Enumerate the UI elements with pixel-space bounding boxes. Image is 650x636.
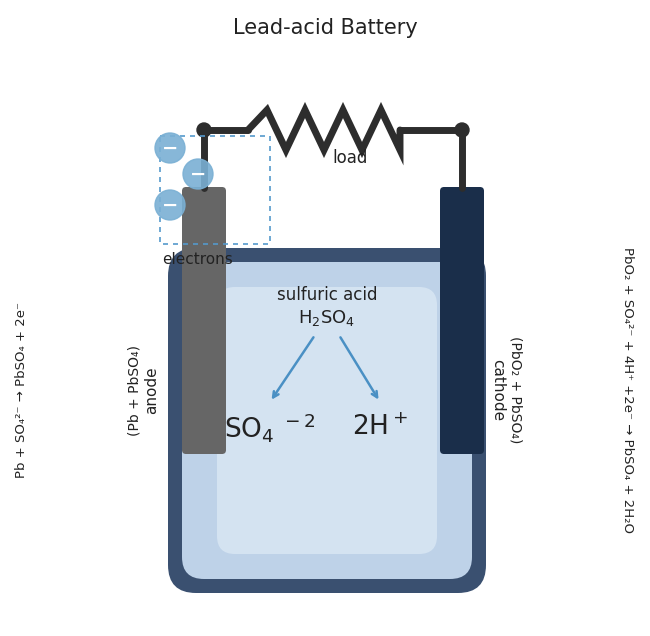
Circle shape bbox=[155, 133, 185, 163]
Circle shape bbox=[197, 123, 211, 137]
Text: $\mathrm{2H^+}$: $\mathrm{2H^+}$ bbox=[352, 415, 408, 441]
Text: $\mathrm{H_2SO_4}$: $\mathrm{H_2SO_4}$ bbox=[298, 308, 356, 328]
Text: load: load bbox=[332, 149, 368, 167]
Circle shape bbox=[183, 159, 213, 189]
FancyBboxPatch shape bbox=[168, 248, 486, 593]
FancyBboxPatch shape bbox=[217, 287, 437, 554]
Text: Pb + SO₄²⁻ → PbSO₄ + 2e⁻: Pb + SO₄²⁻ → PbSO₄ + 2e⁻ bbox=[16, 302, 29, 478]
Text: (Pb + PbSO₄): (Pb + PbSO₄) bbox=[128, 345, 142, 436]
FancyBboxPatch shape bbox=[440, 187, 484, 454]
Text: Lead-acid Battery: Lead-acid Battery bbox=[233, 18, 417, 38]
FancyBboxPatch shape bbox=[182, 262, 472, 579]
Text: sulfuric acid: sulfuric acid bbox=[277, 286, 377, 304]
Text: (PbO₂ + PbSO₄): (PbO₂ + PbSO₄) bbox=[508, 336, 522, 444]
Circle shape bbox=[455, 123, 469, 137]
Text: −: − bbox=[190, 165, 206, 184]
Text: anode: anode bbox=[144, 366, 159, 414]
FancyBboxPatch shape bbox=[182, 187, 226, 454]
Bar bbox=[160, 136, 270, 244]
Circle shape bbox=[155, 190, 185, 220]
Text: PbO₂ + SO₄²⁻ + 4H⁺ +2e⁻ → PbSO₄ + 2H₂O: PbO₂ + SO₄²⁻ + 4H⁺ +2e⁻ → PbSO₄ + 2H₂O bbox=[621, 247, 634, 533]
Text: electrons: electrons bbox=[162, 252, 233, 268]
Text: −: − bbox=[162, 195, 178, 214]
Text: cathode: cathode bbox=[491, 359, 506, 421]
Text: $\mathrm{SO_4}^{\ -2}$: $\mathrm{SO_4}^{\ -2}$ bbox=[224, 411, 316, 445]
Text: −: − bbox=[162, 139, 178, 158]
